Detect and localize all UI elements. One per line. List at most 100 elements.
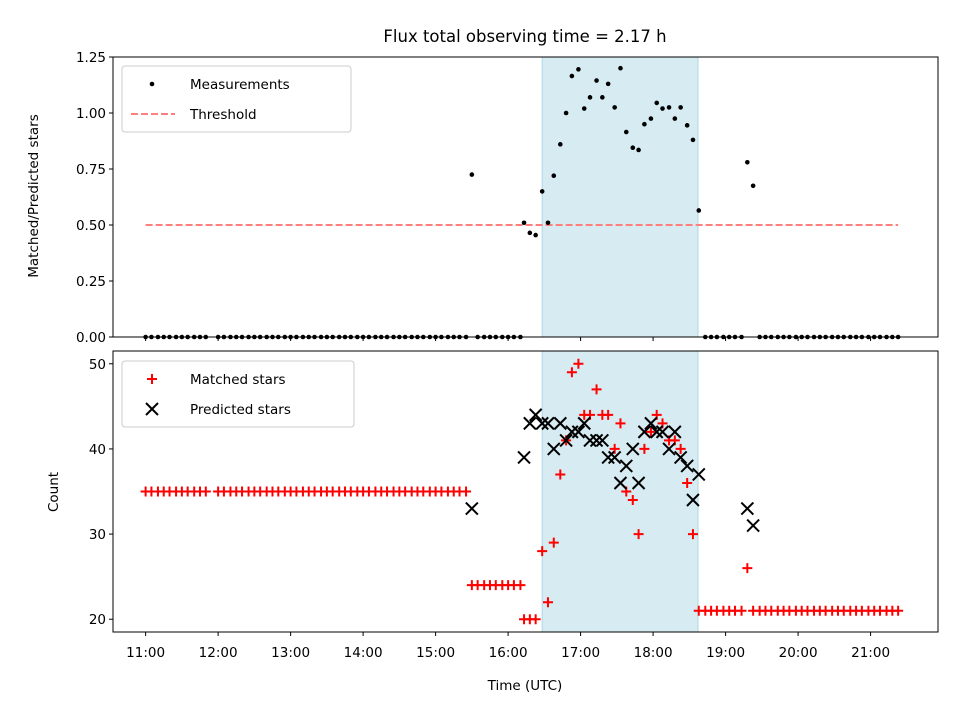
count-legend-box — [121, 360, 355, 428]
predicted-star-point — [607, 450, 622, 465]
predicted-star-point — [631, 476, 646, 490]
measurement-point — [557, 142, 563, 147]
x-tick-label: 18:00 — [634, 645, 673, 661]
matched-star-point — [736, 605, 747, 616]
x-tick-label: 13:00 — [271, 645, 310, 661]
matched-star-point — [682, 477, 693, 488]
predicted-star-point — [565, 425, 579, 439]
predicted-stars-legend-label: Predicted stars — [190, 402, 291, 418]
predicted-star-point — [547, 442, 561, 456]
measurement-point — [581, 106, 587, 111]
predicted-star-point — [662, 442, 676, 456]
predicted-star-point — [571, 425, 586, 439]
matched-star-point — [639, 443, 650, 454]
count-y-axis: 20 30 40 50 — [89, 357, 113, 628]
matched-star-point — [461, 486, 472, 497]
predicted-star-point — [746, 518, 760, 533]
ratio-axes-frame — [112, 56, 939, 338]
count-y-tick-label: 50 — [89, 357, 106, 373]
predicted-star-point — [644, 416, 658, 431]
predicted-star-point — [553, 416, 568, 431]
measurement-point — [551, 173, 557, 179]
matched-star-point — [633, 529, 644, 540]
measurement-point — [605, 81, 611, 87]
measurement-point — [696, 208, 702, 213]
predicted-star-point — [583, 433, 597, 448]
matched-star-point — [591, 384, 602, 395]
ratio-plot-area — [143, 65, 901, 340]
measurement-point — [618, 65, 623, 71]
measurement-point — [576, 67, 581, 72]
predicted-star-point — [626, 442, 640, 456]
predicted-star-point — [577, 416, 591, 431]
matched-star-point — [200, 486, 211, 497]
measurement-point — [623, 129, 629, 135]
x-tick-label: 21:00 — [851, 645, 890, 661]
ratio-y-tick-label: 0.75 — [76, 162, 106, 178]
x-tick-label: 15:00 — [416, 645, 455, 661]
ratio-y-tick-label: 0.00 — [76, 330, 106, 346]
ratio-observing-window — [541, 56, 699, 338]
predicted-star-point — [595, 433, 610, 448]
count-y-tick-label: 40 — [89, 442, 106, 458]
threshold-legend-label: Threshold — [189, 107, 257, 123]
matched-star-point — [542, 597, 553, 608]
matched-star-point — [566, 367, 577, 378]
matched-star-point — [555, 469, 566, 480]
matched-star-point — [573, 358, 584, 369]
measurement-point — [563, 110, 569, 116]
measurements-legend-label: Measurements — [190, 77, 290, 93]
ratio-legend-box — [121, 65, 352, 133]
predicted-star-point — [619, 459, 633, 473]
x-tick-label: 12:00 — [199, 645, 238, 661]
measurement-point — [521, 220, 527, 226]
count-y-tick-label: 20 — [89, 612, 106, 628]
predicted-star-point — [528, 408, 543, 422]
matched-star-point — [675, 443, 686, 454]
matched-star-point — [603, 409, 614, 420]
predicted-star-point — [559, 433, 573, 448]
measurement-point — [569, 73, 575, 79]
matched-stars-legend-label: Matched stars — [190, 372, 286, 388]
measurement-point — [660, 106, 665, 111]
count-axes-frame — [112, 350, 939, 633]
measurement-point — [750, 183, 756, 189]
matched-star-point — [893, 605, 904, 616]
predicted-star-point — [680, 459, 694, 473]
measurement-point — [469, 172, 475, 177]
measurement-point — [539, 189, 545, 194]
predicted-star-point — [541, 416, 555, 431]
measurement-point — [654, 100, 660, 106]
measurement-point — [666, 105, 672, 110]
x-tick-label: 16:00 — [489, 645, 528, 661]
count-legend: Matched stars Predicted stars — [121, 360, 355, 428]
ratio-y-tick-label: 1.00 — [76, 106, 106, 122]
predicted-star-point — [589, 433, 604, 448]
x-tick-label: 19:00 — [706, 645, 745, 661]
matched-star-point — [687, 529, 698, 540]
x-tick-label: 17:00 — [561, 645, 600, 661]
x-tick-label: 14:00 — [344, 645, 383, 661]
measurement-point — [587, 95, 593, 100]
ratio-legend: Measurements Threshold — [121, 65, 352, 133]
matched-star-point — [515, 580, 526, 591]
predicted-star-point — [601, 450, 615, 465]
predicted-star-point — [465, 501, 479, 516]
matched-star-point — [537, 546, 548, 557]
count-observing-window — [541, 350, 699, 633]
measurement-point — [527, 230, 533, 236]
measurement-point — [612, 105, 617, 110]
predicted-star-point — [686, 493, 700, 507]
predicted-star-point — [673, 450, 688, 465]
predicted-star-point — [517, 450, 531, 465]
predicted-star-point — [668, 425, 682, 439]
ratio-y-axis-label: Matched/Predicted stars — [26, 114, 42, 277]
predicted-star-point — [637, 425, 652, 439]
ratio-y-tick-label: 0.50 — [76, 218, 106, 234]
ratio-panel: Flux total observing time = 2.17 h Match… — [26, 27, 939, 346]
ratio-y-tick-label: 0.25 — [76, 274, 106, 290]
matched-star-point — [645, 426, 656, 437]
x-axis: 11:00 12:00 13:00 14:00 15:00 16:00 17:00 18:00… — [126, 632, 890, 661]
matched-star-point — [548, 537, 559, 548]
